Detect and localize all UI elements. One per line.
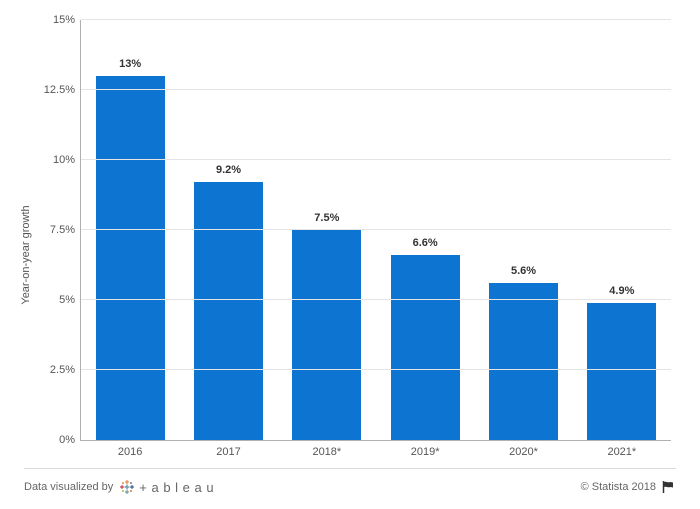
copyright-text: © Statista 2018 xyxy=(581,481,656,493)
bar: 13% xyxy=(96,76,165,440)
footer: Data visualized by xyxy=(24,468,676,495)
bar: 5.6% xyxy=(489,283,558,440)
footer-left: Data visualized by xyxy=(24,479,214,495)
x-tick-label: 2019* xyxy=(411,440,440,458)
y-axis-label: Year-on-year growth xyxy=(20,205,32,304)
tableau-logo: + a b l e a u xyxy=(119,479,214,495)
y-tick-label: 7.5% xyxy=(50,224,81,236)
y-tick-label: 10% xyxy=(53,154,81,166)
x-tick-label: 2017 xyxy=(216,440,240,458)
y-tick-label: 0% xyxy=(59,434,81,446)
gridline xyxy=(81,369,671,370)
y-tick-label: 5% xyxy=(59,294,81,306)
bar: 4.9% xyxy=(587,303,656,440)
bars-layer: 13% 9.2% 7.5% 6.6% 5.6% 4.9% xyxy=(81,20,671,440)
footer-right: © Statista 2018 xyxy=(581,481,676,493)
x-tick-label: 2018* xyxy=(312,440,341,458)
gridline xyxy=(81,299,671,300)
y-tick-label: 2.5% xyxy=(50,364,81,376)
gridline xyxy=(81,159,671,160)
gridline xyxy=(81,19,671,20)
tableau-mark-icon xyxy=(119,479,135,495)
chart-container: Year-on-year growth 13% 9.2% 7.5% 6.6% 5.6% 4… xyxy=(0,0,700,509)
bar-value-label: 13% xyxy=(119,58,141,70)
bar-value-label: 9.2% xyxy=(216,164,241,176)
y-tick-label: 12.5% xyxy=(44,84,81,96)
plot-area: 13%9.2%7.5%6.6%5.6%4.9% 0%2.5%5%7.5%10%1… xyxy=(80,20,671,441)
gridline xyxy=(81,89,671,90)
visualized-by-text: Data visualized by xyxy=(24,481,113,493)
flag-icon xyxy=(662,481,676,493)
x-tick-label: 2016 xyxy=(118,440,142,458)
x-tick-label: 2020* xyxy=(509,440,538,458)
y-tick-label: 15% xyxy=(53,14,81,26)
bar: 9.2% xyxy=(194,182,263,440)
gridline xyxy=(81,229,671,230)
bar-value-label: 6.6% xyxy=(413,237,438,249)
bar-value-label: 4.9% xyxy=(609,285,634,297)
bar-value-label: 5.6% xyxy=(511,265,536,277)
x-tick-label: 2021* xyxy=(607,440,636,458)
tool-name: + a b l e a u xyxy=(139,480,214,495)
bar-value-label: 7.5% xyxy=(314,212,339,224)
bar: 6.6% xyxy=(391,255,460,440)
bar: 7.5% xyxy=(292,230,361,440)
